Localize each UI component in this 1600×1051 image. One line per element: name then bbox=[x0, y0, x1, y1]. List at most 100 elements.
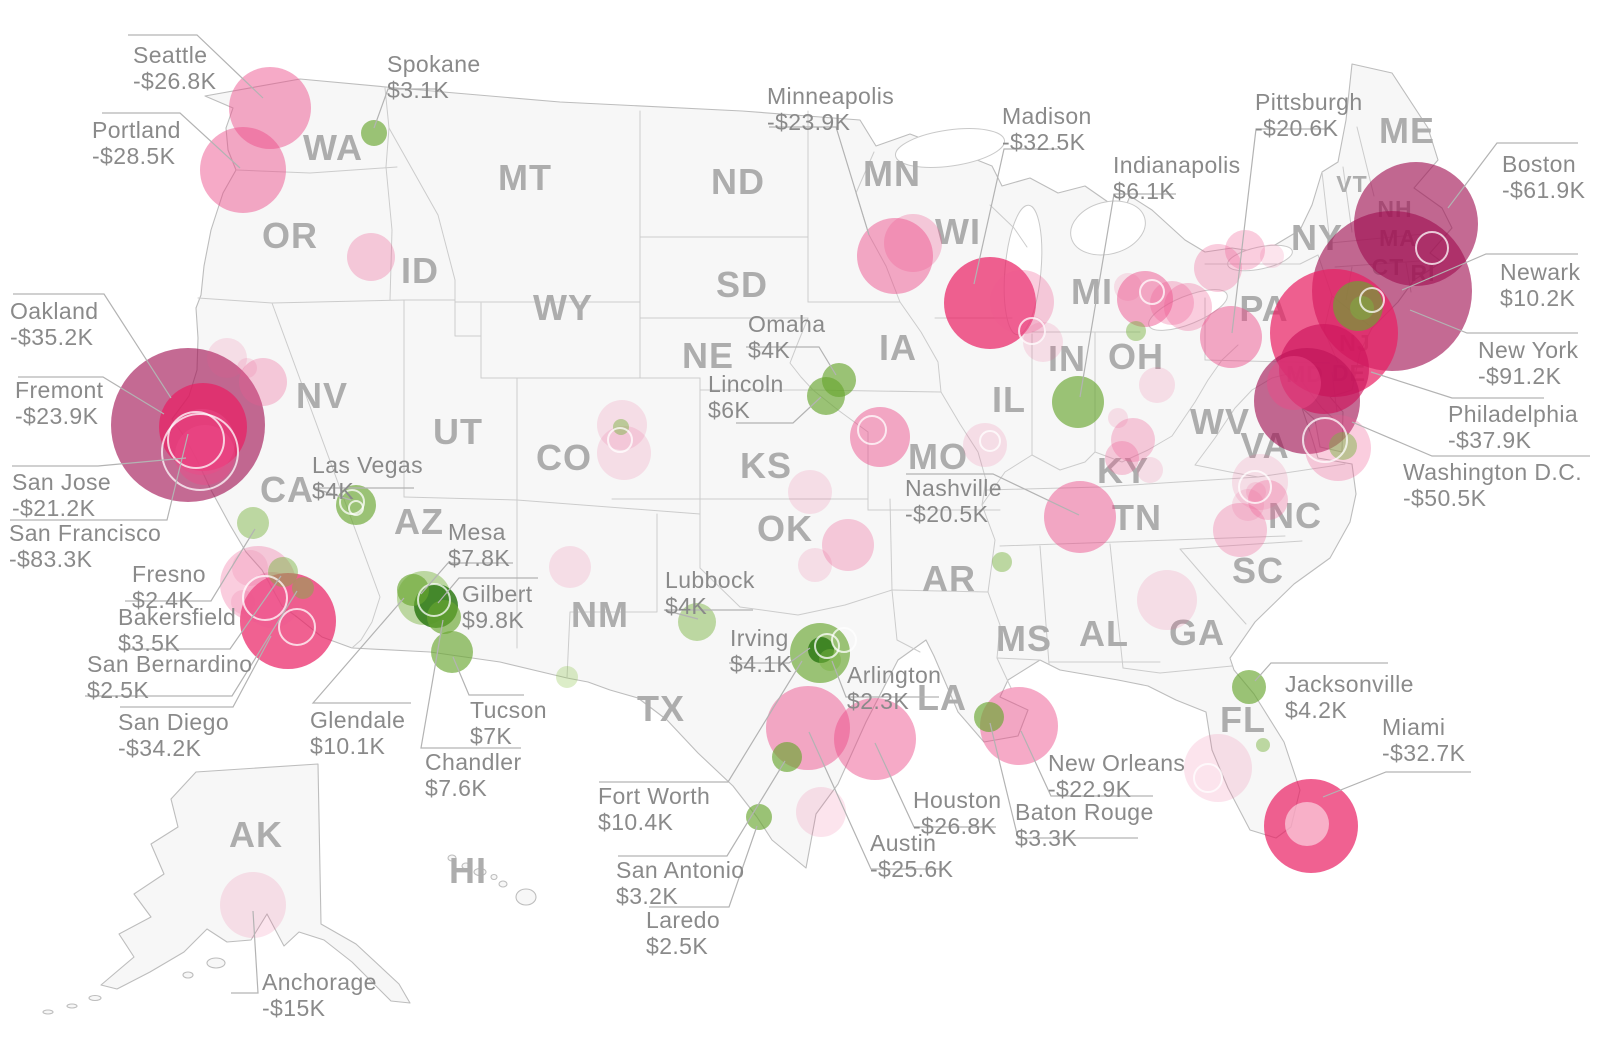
unlabeled-bubble bbox=[990, 270, 1054, 334]
city-label-san-antonio: San Antonio $3.2K bbox=[616, 857, 744, 909]
overlap-ring bbox=[242, 575, 288, 621]
overlap-ring bbox=[1238, 470, 1272, 504]
city-value: $3.2K bbox=[616, 883, 678, 909]
city-label-spokane: Spokane $3.1K bbox=[387, 51, 481, 103]
city-name: Glendale bbox=[310, 707, 405, 733]
city-name: Boston bbox=[1502, 151, 1576, 177]
city-value: -$25.6K bbox=[870, 856, 954, 882]
city-name: Indianapolis bbox=[1113, 152, 1241, 178]
city-label-houston: Houston -$26.8K bbox=[913, 787, 1001, 839]
state-label-co: CO bbox=[536, 437, 592, 478]
city-label-fremont: Fremont -$23.9K bbox=[15, 377, 104, 429]
state-label-ia: IA bbox=[879, 327, 917, 368]
city-value: $6K bbox=[708, 397, 750, 423]
leader-line-san-antonio bbox=[618, 760, 786, 857]
city-name: San Jose bbox=[12, 469, 111, 495]
leader-line-arlington bbox=[831, 660, 939, 698]
city-name: Oakland bbox=[10, 298, 98, 324]
unlabeled-bubble bbox=[1023, 322, 1063, 362]
city-bubble2-minneapolis bbox=[884, 214, 942, 272]
city-name: Tucson bbox=[470, 697, 547, 723]
city-label-fresno: Fresno $2.4K bbox=[132, 561, 206, 613]
state-label-al: AL bbox=[1079, 613, 1129, 654]
city-label-miami: Miami -$32.7K bbox=[1382, 714, 1466, 766]
city-name: Arlington bbox=[847, 662, 941, 688]
city-name: San Antonio bbox=[616, 857, 744, 883]
city-label-philadelphia: Philadelphia -$37.9K bbox=[1448, 401, 1578, 453]
city-name: New Orleans bbox=[1048, 750, 1185, 776]
unlabeled-bubble bbox=[347, 233, 395, 281]
leader-line-portland bbox=[102, 112, 241, 169]
city-bubble-chandler bbox=[427, 600, 461, 634]
overlap-ring bbox=[278, 608, 316, 646]
unlabeled-bubble bbox=[597, 400, 647, 450]
city-value: -$20.6K bbox=[1255, 115, 1339, 141]
unlabeled-bubble bbox=[1194, 244, 1242, 292]
city-bubble-omaha bbox=[822, 363, 856, 397]
city-name: Jacksonville bbox=[1285, 671, 1414, 697]
city-bubble-san-antonio bbox=[772, 742, 802, 772]
state-label-oh: OH bbox=[1108, 336, 1164, 377]
city-bubble-lubbock bbox=[678, 603, 716, 641]
unlabeled-bubble bbox=[1126, 321, 1146, 341]
leader-line-fort-worth bbox=[599, 660, 803, 783]
city-label-portland: Portland -$28.5K bbox=[92, 117, 181, 169]
unlabeled-bubble bbox=[796, 787, 846, 837]
state-label-wa: WA bbox=[303, 127, 363, 168]
city-label-boston: Boston -$61.9K bbox=[1502, 151, 1586, 203]
city-value: -$23.9K bbox=[767, 109, 851, 135]
unlabeled-bubble bbox=[1305, 415, 1371, 481]
city-value: $7.6K bbox=[425, 775, 487, 801]
state-label-ok: OK bbox=[757, 508, 813, 549]
city-bubble-san-bernardino bbox=[292, 577, 314, 599]
state-label-nv: NV bbox=[296, 375, 348, 416]
lake-erie bbox=[1148, 289, 1228, 331]
city-bubble-spokane bbox=[361, 120, 387, 146]
city-value: -$28.5K bbox=[92, 143, 176, 169]
city-label-san-diego: San Diego -$34.2K bbox=[118, 709, 229, 761]
city-label-madison: Madison -$32.5K bbox=[1002, 103, 1092, 155]
city-value: -$50.5K bbox=[1403, 485, 1487, 511]
city-label-anchorage: Anchorage -$15K bbox=[262, 969, 377, 1021]
city-name: Spokane bbox=[387, 51, 481, 77]
city-value: $2.5K bbox=[87, 677, 149, 703]
city-value: $4.1K bbox=[730, 651, 792, 677]
city-value: $3.1K bbox=[387, 77, 449, 103]
city-label-lincoln: Lincoln $6K bbox=[708, 371, 784, 423]
city-label-indianapolis: Indianapolis $6.1K bbox=[1113, 152, 1241, 204]
overlap-ring bbox=[167, 411, 225, 469]
city-label-washington-dc: Washington D.C. -$50.5K bbox=[1403, 459, 1582, 511]
unlabeled-bubble bbox=[207, 338, 247, 378]
city-name: Miami bbox=[1382, 714, 1445, 740]
leader-line-anchorage bbox=[231, 910, 259, 994]
city-bubble-pittsburgh bbox=[1200, 306, 1262, 368]
state-label-nc: NC bbox=[1268, 495, 1322, 536]
state-label-nd: ND bbox=[711, 161, 765, 202]
state-label-mo: MO bbox=[908, 436, 968, 477]
state-label-fl: FL bbox=[1220, 699, 1266, 740]
city-name: Minneapolis bbox=[767, 83, 894, 109]
leader-lines-layer bbox=[10, 34, 1590, 994]
city-label-arlington: Arlington $2.3K bbox=[847, 662, 941, 714]
leader-line-chandler bbox=[420, 619, 521, 749]
city-label-lubbock: Lubbock $4K bbox=[665, 567, 755, 619]
city-name: Philadelphia bbox=[1448, 401, 1578, 427]
alaska-islands bbox=[42, 957, 226, 1015]
state-label-sd: SD bbox=[716, 264, 768, 305]
city-name: Fremont bbox=[15, 377, 104, 403]
unlabeled-bubble bbox=[1256, 738, 1270, 752]
city-value: $6.1K bbox=[1113, 178, 1175, 204]
city-name: Omaha bbox=[748, 311, 825, 337]
city-name: Newark bbox=[1500, 259, 1580, 285]
city-name: Baton Rouge bbox=[1015, 799, 1154, 825]
city-bubble-houston bbox=[834, 698, 916, 780]
alaska-outline bbox=[100, 763, 411, 1004]
city-label-las-vegas: Las Vegas $4K bbox=[312, 452, 423, 504]
city-value: -$35.2K bbox=[10, 324, 94, 350]
city-name: Portland bbox=[92, 117, 181, 143]
city-value: $10.4K bbox=[598, 809, 674, 835]
leader-line-laredo bbox=[649, 825, 758, 908]
leader-line-indianapolis bbox=[1079, 193, 1176, 398]
city-name: Bakersfield bbox=[118, 604, 236, 630]
